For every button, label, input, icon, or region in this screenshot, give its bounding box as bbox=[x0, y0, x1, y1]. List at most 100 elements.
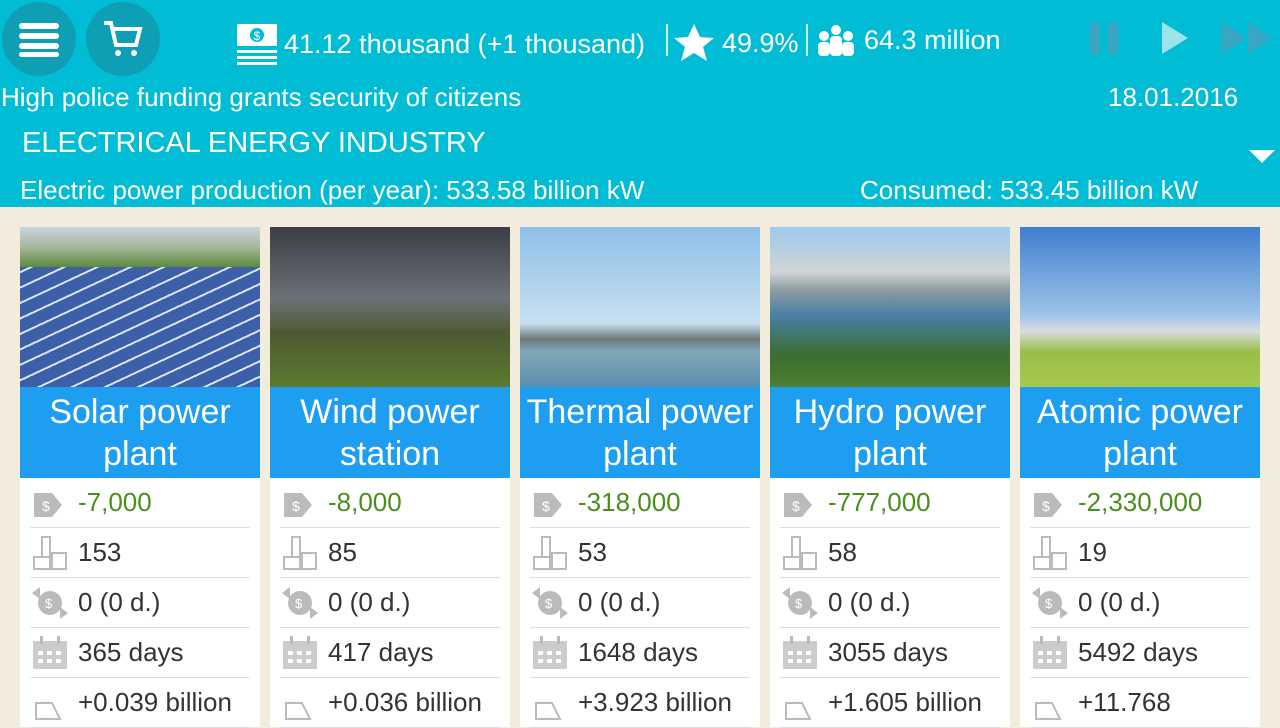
plant-cost-row: $ -318,000 bbox=[530, 478, 750, 528]
plant-card[interactable]: Solar power plant $ -7,000 153 $0 (0 d.) 365 … bbox=[20, 227, 260, 728]
svg-text:$: $ bbox=[795, 596, 803, 611]
plant-card[interactable]: Thermal power plant $ -318,000 53 $0 (0 d.) 1… bbox=[520, 227, 760, 728]
plant-cost: -318,000 bbox=[578, 487, 681, 517]
plant-income: 0 (0 d.) bbox=[828, 587, 911, 617]
plant-income-row: $0 (0 d.) bbox=[530, 578, 750, 628]
refund-icon: $ bbox=[782, 586, 818, 619]
plant-income-row: $0 (0 d.) bbox=[780, 578, 1000, 628]
plant-count-row: 58 bbox=[780, 528, 1000, 578]
price-tag-icon: $ bbox=[784, 492, 812, 517]
plant-build-time: 365 days bbox=[78, 637, 184, 667]
power-output-icon bbox=[785, 701, 812, 720]
section-title: ELECTRICAL ENERGY INDUSTRY bbox=[22, 127, 486, 159]
plant-card[interactable]: Wind power station $ -8,000 85 $0 (0 d.) 417 … bbox=[270, 227, 510, 728]
calendar-icon bbox=[1033, 635, 1067, 669]
plant-image bbox=[520, 227, 760, 387]
plant-count: 19 bbox=[1078, 537, 1107, 567]
menu-icon bbox=[19, 23, 59, 57]
plant-count: 58 bbox=[828, 537, 857, 567]
plant-output: +11.768 bbox=[1078, 687, 1171, 717]
svg-text:$: $ bbox=[1042, 498, 1050, 514]
star-icon bbox=[674, 24, 714, 61]
menu-button[interactable] bbox=[2, 2, 76, 76]
svg-text:$: $ bbox=[45, 596, 53, 611]
rating-stat: 49.9% bbox=[672, 22, 799, 64]
power-output-icon bbox=[535, 701, 562, 720]
plant-title: Wind power station bbox=[270, 387, 510, 478]
plant-output-row: +0.039 billion bbox=[30, 678, 250, 728]
refund-icon: $ bbox=[532, 586, 568, 619]
plant-card[interactable]: Hydro power plant $ -777,000 58 $0 (0 d.) 305… bbox=[770, 227, 1010, 728]
plant-cost: -8,000 bbox=[328, 487, 402, 517]
plant-count-row: 85 bbox=[280, 528, 500, 578]
svg-text:$: $ bbox=[792, 498, 800, 514]
banknote-icon: $ bbox=[237, 24, 277, 65]
plant-build-time-row: 417 days bbox=[280, 628, 500, 678]
plant-count: 53 bbox=[578, 537, 607, 567]
svg-text:$: $ bbox=[42, 498, 50, 514]
rating-value: 49.9% bbox=[722, 27, 799, 58]
plant-list: Solar power plant $ -7,000 153 $0 (0 d.) 365 … bbox=[20, 227, 1260, 728]
plant-count-row: 153 bbox=[30, 528, 250, 578]
svg-text:$: $ bbox=[292, 498, 300, 514]
plant-count-row: 19 bbox=[1030, 528, 1250, 578]
refund-icon: $ bbox=[1032, 586, 1068, 619]
plant-income-row: $0 (0 d.) bbox=[280, 578, 500, 628]
consumed-label: Consumed: 533.45 billion kW bbox=[860, 175, 1199, 205]
price-tag-icon: $ bbox=[34, 492, 62, 517]
population-stat: 64.3 million bbox=[814, 22, 1001, 58]
plant-cost: -7,000 bbox=[78, 487, 152, 517]
plant-build-time-row: 1648 days bbox=[530, 628, 750, 678]
plant-income: 0 (0 d.) bbox=[328, 587, 411, 617]
power-output-icon bbox=[285, 701, 312, 720]
plant-build-time: 1648 days bbox=[578, 637, 698, 667]
plant-title: Solar power plant bbox=[20, 387, 260, 478]
power-output-icon bbox=[35, 701, 62, 720]
calendar-icon bbox=[283, 635, 317, 669]
divider bbox=[806, 24, 808, 56]
plant-image bbox=[1020, 227, 1260, 387]
pause-button[interactable] bbox=[1090, 20, 1120, 56]
buildings-icon bbox=[1033, 535, 1067, 570]
money-stat: $ 41.12 thousand (+1 thousand) bbox=[236, 22, 645, 66]
price-tag-icon: $ bbox=[284, 492, 312, 517]
play-button[interactable] bbox=[1160, 20, 1190, 56]
plant-output-row: +1.605 billion bbox=[780, 678, 1000, 728]
plant-income: 0 (0 d.) bbox=[578, 587, 661, 617]
game-date: 18.01.2016 bbox=[1108, 82, 1239, 112]
power-output-icon bbox=[1035, 701, 1062, 720]
plant-title: Hydro power plant bbox=[770, 387, 1010, 478]
price-tag-icon: $ bbox=[1034, 492, 1062, 517]
plant-income-row: $0 (0 d.) bbox=[1030, 578, 1250, 628]
plant-title: Thermal power plant bbox=[520, 387, 760, 478]
plant-income-row: $0 (0 d.) bbox=[30, 578, 250, 628]
calendar-icon bbox=[33, 635, 67, 669]
refund-icon: $ bbox=[282, 586, 318, 619]
svg-text:$: $ bbox=[254, 29, 261, 43]
population-value: 64.3 million bbox=[864, 24, 1001, 55]
plant-card[interactable]: Atomic power plant $ -2,330,000 19 $0 (0 d.)… bbox=[1020, 227, 1260, 728]
buildings-icon bbox=[283, 535, 317, 570]
plant-image bbox=[20, 227, 260, 387]
buildings-icon bbox=[533, 535, 567, 570]
shop-button[interactable] bbox=[86, 2, 160, 76]
chevron-down-icon[interactable] bbox=[1249, 150, 1275, 164]
cart-icon bbox=[104, 21, 143, 56]
svg-text:$: $ bbox=[542, 498, 550, 514]
price-tag-icon: $ bbox=[534, 492, 562, 517]
plant-cost: -2,330,000 bbox=[1078, 487, 1203, 517]
top-bar: $ 41.12 thousand (+1 thousand) 49.9% 64.… bbox=[0, 0, 1280, 207]
plant-cost-row: $ -777,000 bbox=[780, 478, 1000, 528]
plant-output: +3.923 billion bbox=[578, 687, 732, 717]
refund-icon: $ bbox=[32, 586, 68, 619]
people-icon bbox=[818, 25, 854, 56]
plant-cost-row: $ -7,000 bbox=[30, 478, 250, 528]
plant-output: +1.605 billion bbox=[828, 687, 982, 717]
plant-build-time: 5492 days bbox=[1078, 637, 1198, 667]
plant-image bbox=[770, 227, 1010, 387]
plant-output-row: +0.036 billion bbox=[280, 678, 500, 728]
plant-income: 0 (0 d.) bbox=[78, 587, 161, 617]
fast-forward-button[interactable] bbox=[1222, 20, 1274, 56]
production-label: Electric power production (per year): 53… bbox=[20, 175, 645, 205]
plant-output: +0.039 billion bbox=[78, 687, 232, 717]
